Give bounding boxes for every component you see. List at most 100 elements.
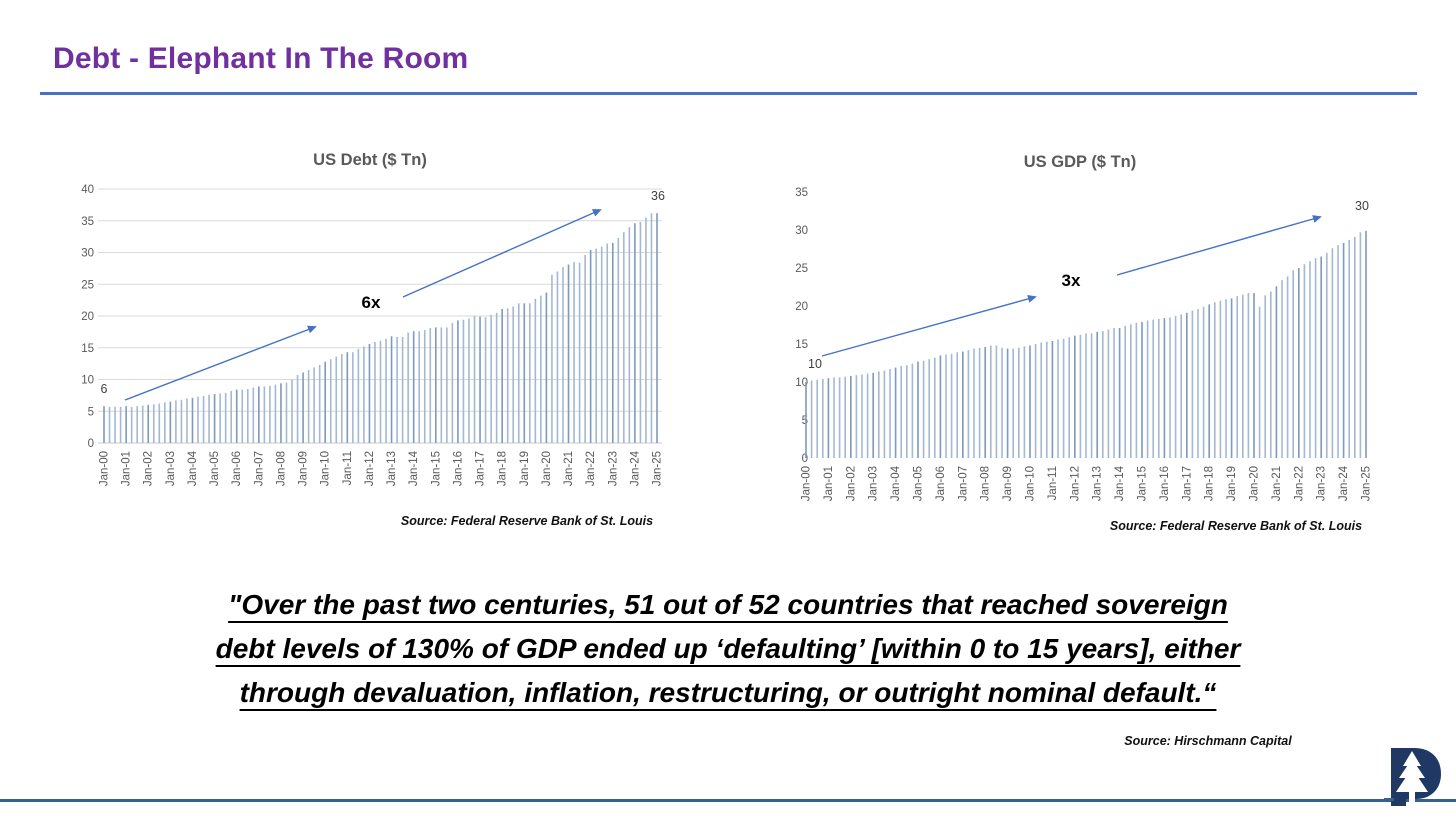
pine-tree-logo-svg bbox=[1384, 748, 1441, 806]
right-chart-source: Source: Federal Reserve Bank of St. Loui… bbox=[1109, 519, 1363, 533]
bar bbox=[1158, 318, 1160, 458]
x-axis-tick-label: Jan-06 bbox=[231, 451, 243, 486]
bar bbox=[252, 387, 255, 443]
bar bbox=[202, 396, 205, 443]
x-axis-tick-label: Jan-03 bbox=[868, 466, 880, 501]
pine-tree-logo bbox=[1384, 746, 1442, 808]
bar bbox=[1225, 299, 1227, 458]
bar bbox=[978, 347, 981, 458]
bar bbox=[197, 396, 199, 443]
end-value-label: 36 bbox=[651, 189, 665, 203]
bar bbox=[1174, 315, 1177, 458]
bar bbox=[1152, 319, 1154, 458]
x-axis-tick-label: Jan-21 bbox=[1271, 466, 1283, 501]
bar bbox=[573, 262, 575, 443]
bar bbox=[490, 314, 492, 443]
bar bbox=[352, 352, 354, 443]
bar bbox=[230, 390, 232, 443]
bar bbox=[1253, 293, 1255, 458]
bar bbox=[379, 340, 382, 443]
bar bbox=[861, 374, 863, 458]
bar bbox=[462, 319, 465, 443]
bar bbox=[617, 237, 620, 443]
bar bbox=[313, 367, 315, 443]
bar bbox=[291, 379, 293, 443]
bar bbox=[1023, 346, 1026, 458]
bar bbox=[440, 327, 443, 443]
x-axis-tick-label: Jan-25 bbox=[652, 451, 664, 486]
bar bbox=[911, 363, 914, 458]
bar bbox=[307, 369, 310, 443]
bar bbox=[1236, 296, 1238, 458]
bar bbox=[1062, 338, 1065, 458]
bar bbox=[850, 375, 852, 458]
y-axis-tick-label: 5 bbox=[802, 415, 808, 427]
quote-line-1: "Over the past two centuries, 51 out of … bbox=[228, 589, 1228, 620]
x-axis-tick-label: Jan-18 bbox=[497, 451, 509, 486]
quote-source: Source: Hirschmann Capital bbox=[1124, 734, 1292, 748]
bar bbox=[451, 322, 454, 443]
bar bbox=[1202, 306, 1205, 458]
x-axis-tick-label: Jan-16 bbox=[1159, 466, 1171, 501]
bar bbox=[219, 393, 221, 443]
trend-arrow bbox=[124, 325, 317, 401]
bar bbox=[512, 306, 515, 443]
bar bbox=[1090, 333, 1093, 458]
bar bbox=[645, 217, 647, 443]
bar bbox=[285, 382, 288, 443]
bar bbox=[623, 232, 625, 443]
y-axis-tick-label: 25 bbox=[81, 279, 94, 291]
bar bbox=[973, 348, 975, 458]
bar bbox=[280, 383, 282, 443]
x-axis-tick-label: Jan-23 bbox=[1316, 466, 1328, 501]
bar bbox=[296, 375, 299, 443]
bar bbox=[1029, 345, 1031, 458]
bar bbox=[1001, 347, 1003, 458]
y-axis-tick-label: 5 bbox=[88, 406, 94, 418]
bar bbox=[551, 274, 553, 443]
bar bbox=[1018, 347, 1020, 458]
x-axis-tick-label: Jan-20 bbox=[541, 451, 553, 486]
bar bbox=[1074, 335, 1076, 458]
x-axis-tick-label: Jan-02 bbox=[143, 451, 155, 486]
bar bbox=[606, 243, 609, 443]
x-axis-tick-label: Jan-12 bbox=[1069, 466, 1081, 501]
x-axis-tick-label: Jan-10 bbox=[320, 451, 332, 486]
x-axis-tick-label: Jan-22 bbox=[585, 451, 597, 486]
chart-svg: US Debt ($ Tn) 0 5 10 15 20 25 30 35 40 Jan-00 Jan-… bbox=[81, 151, 665, 486]
bar bbox=[103, 406, 105, 443]
bar bbox=[906, 365, 908, 458]
trend-arrow bbox=[1116, 215, 1322, 276]
bar bbox=[1180, 314, 1182, 458]
bar bbox=[269, 385, 271, 443]
x-axis-tick-label: Jan-07 bbox=[957, 466, 969, 501]
bar bbox=[501, 309, 503, 443]
bar bbox=[1135, 322, 1138, 458]
bar bbox=[529, 303, 531, 443]
left-chart-source: Source: Federal Reserve Bank of St. Loui… bbox=[400, 514, 654, 528]
x-axis-tick-label: Jan-05 bbox=[913, 466, 925, 501]
page-title: Debt - Elephant In The Room bbox=[53, 42, 469, 75]
bar bbox=[335, 356, 338, 443]
x-axis-tick-label: Jan-08 bbox=[275, 451, 287, 486]
bar bbox=[324, 361, 326, 443]
bar bbox=[922, 360, 925, 458]
bar bbox=[374, 342, 376, 443]
bar bbox=[479, 316, 481, 443]
bar bbox=[1034, 344, 1037, 458]
bar bbox=[1169, 317, 1171, 458]
bar bbox=[175, 400, 177, 443]
x-axis-tick-label: Jan-04 bbox=[890, 465, 902, 501]
x-axis-tick-label: Jan-06 bbox=[935, 466, 947, 501]
bar bbox=[208, 394, 210, 443]
y-axis-tick-label: 30 bbox=[81, 248, 94, 260]
y-axis-tick-label: 0 bbox=[88, 438, 94, 450]
bar bbox=[468, 318, 470, 443]
bar bbox=[1242, 294, 1244, 458]
bar bbox=[1354, 236, 1356, 458]
bar bbox=[1006, 348, 1009, 458]
bar bbox=[407, 332, 409, 443]
bar bbox=[1292, 270, 1294, 458]
x-axis-tick-label: Jan-13 bbox=[1092, 466, 1104, 501]
x-axis-tick-label: Jan-05 bbox=[209, 451, 221, 486]
